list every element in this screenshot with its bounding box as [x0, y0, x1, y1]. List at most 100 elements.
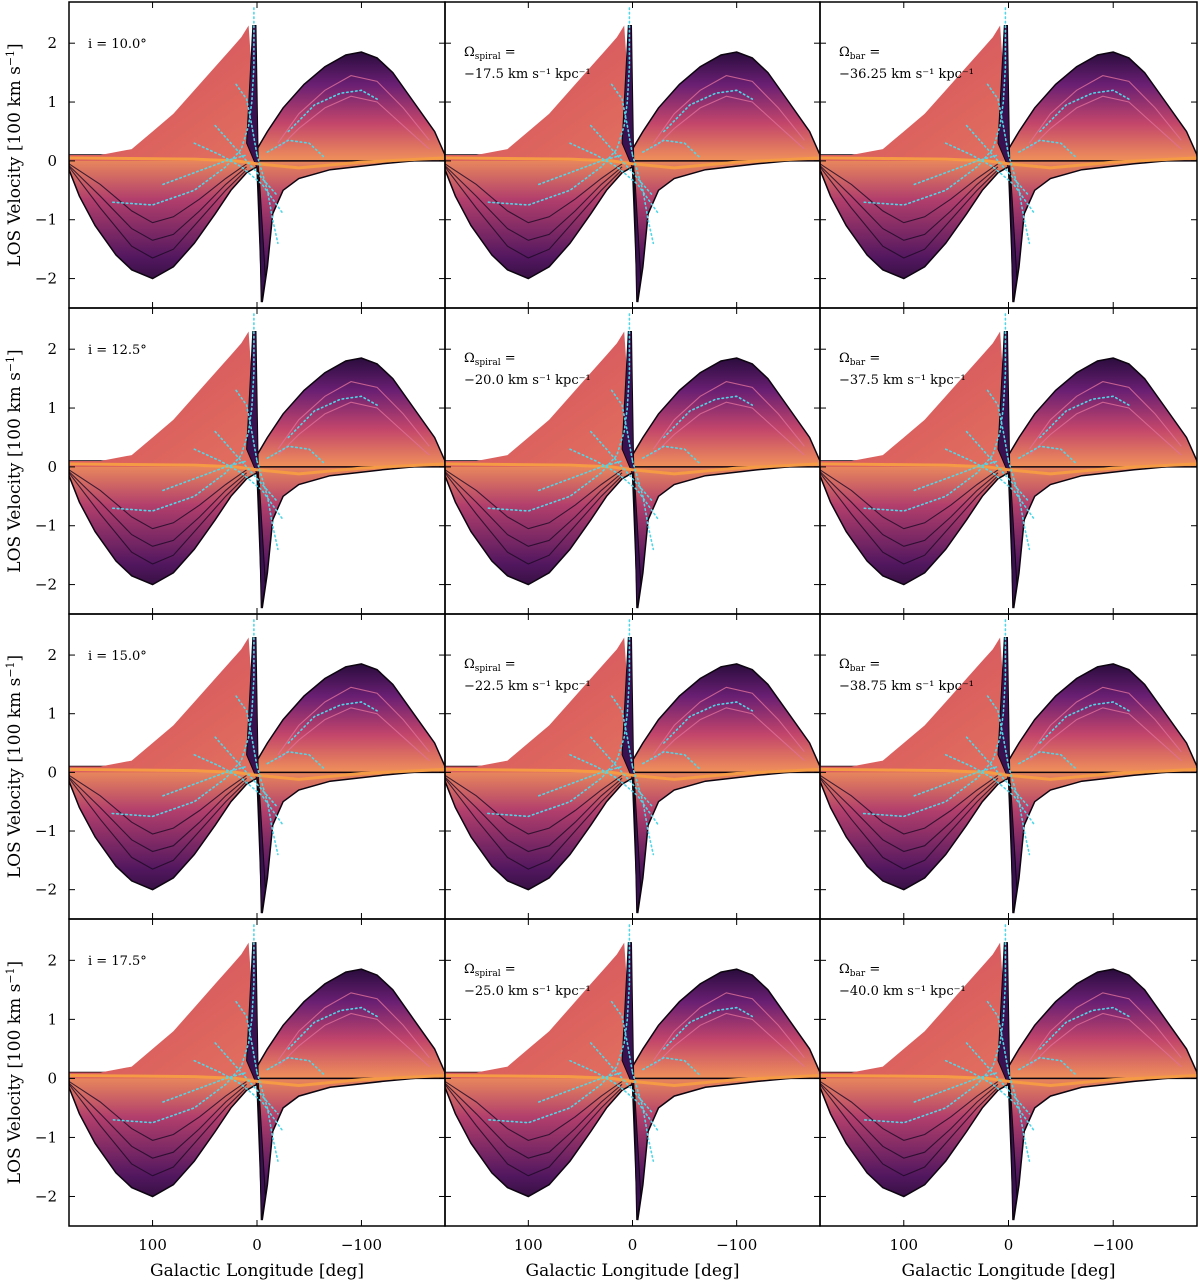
- density-upper-left: [69, 331, 257, 467]
- density-streak: [69, 163, 247, 224]
- panel-r4-c1: 2 1 0 −1 −2 100 0 −100 Galactic Longitude [deg] i…: [35, 918, 446, 1281]
- overlay-curve: [569, 448, 660, 521]
- overlay-curve: [256, 460, 279, 551]
- density-upper-right: [631, 663, 820, 774]
- overlay-curve: [1018, 445, 1078, 465]
- overlay-curve: [537, 154, 623, 186]
- y-axis-label: LOS Velocity [100 km s−1]: [4, 43, 25, 266]
- density-streak: [1029, 95, 1182, 150]
- y-tick-label: −1: [35, 517, 57, 535]
- overlay-curve: [913, 765, 999, 797]
- y-tick-label: 1: [47, 93, 57, 111]
- density-streak: [69, 774, 247, 835]
- density-upper-right: [631, 357, 820, 468]
- density-streak: [652, 381, 805, 450]
- density-streak: [652, 686, 805, 756]
- density-streak: [652, 401, 805, 456]
- overlay-curve: [266, 139, 326, 159]
- overlay-curve: [485, 313, 631, 512]
- density-lower: [445, 460, 820, 609]
- x-tick-label: −100: [341, 1236, 382, 1254]
- x-tick-label: 100: [138, 1236, 167, 1254]
- overlay-curve: [1007, 460, 1031, 551]
- density-ridge: [69, 156, 445, 170]
- y-axis-label: LOS Velocity [100 km s−1]: [4, 655, 25, 878]
- density-streak: [69, 472, 247, 565]
- inclination-label: i = 15.0°: [88, 649, 147, 664]
- density-streak: [652, 75, 805, 144]
- overlay-curve: [986, 83, 1010, 156]
- panel-r3-c2: Ωspiral = −22.5 km s⁻¹ kpc⁻¹: [444, 613, 821, 920]
- plot-area: [69, 313, 445, 609]
- overlay-curve: [214, 1042, 279, 1115]
- overlay-curve: [256, 765, 279, 856]
- density-upper-right: [1007, 968, 1197, 1080]
- panel-r4-c3: 100 0 −100 Galactic Longitude [deg] Ωbar = −4…: [819, 918, 1198, 1281]
- pattern-speed-value: −20.0 km s⁻¹ kpc⁻¹: [464, 373, 591, 388]
- density-ridge: [445, 462, 820, 476]
- density-streak: [445, 777, 623, 870]
- panel-r1-c3: Ωbar = −36.25 km s⁻¹ kpc⁻¹: [819, 1, 1198, 309]
- overlay-curve: [589, 1042, 655, 1115]
- overlay-curve: [610, 1000, 634, 1074]
- x-tick-label: 0: [252, 1236, 262, 1254]
- y-tick-label: 0: [47, 152, 57, 170]
- density-streak: [1028, 381, 1182, 450]
- overlay-curve: [537, 1071, 623, 1103]
- density-ridge: [445, 1074, 820, 1088]
- density-upper-right: [256, 51, 445, 162]
- overlay-curve: [631, 765, 655, 856]
- overlay-curve: [287, 395, 378, 439]
- overlay-curve: [235, 83, 258, 156]
- overlay-curve: [214, 736, 279, 809]
- overlay-curve: [965, 124, 1031, 197]
- density-ridge: [69, 1074, 445, 1088]
- density-streak: [652, 992, 805, 1062]
- density-lower: [820, 765, 1197, 914]
- overlay-curve: [610, 695, 634, 768]
- pattern-speed-name: Ωspiral =: [464, 657, 516, 674]
- density-streak: [820, 469, 999, 530]
- overlay-curve: [162, 1071, 248, 1103]
- overlay-curve: [861, 313, 1007, 512]
- density-lower: [445, 1071, 820, 1221]
- density-ridge: [69, 767, 445, 781]
- overlay-curve: [589, 430, 655, 504]
- overlay-curve: [485, 7, 631, 206]
- overlay-curve: [537, 460, 623, 492]
- overlay-curve: [537, 765, 623, 797]
- x-tick-label: 100: [514, 1236, 543, 1254]
- density-streak: [277, 381, 430, 450]
- overlay-curve: [162, 765, 248, 797]
- overlay-curve: [642, 1056, 702, 1077]
- y-tick-label: 2: [47, 951, 57, 969]
- density-streak: [445, 776, 623, 853]
- y-tick-label: 1: [47, 399, 57, 417]
- density-streak: [277, 75, 430, 144]
- y-tick-label: −1: [35, 822, 57, 840]
- y-tick-label: 2: [47, 340, 57, 358]
- overlay-curve: [235, 1000, 258, 1074]
- x-axis-label: Galactic Longitude [deg]: [901, 1261, 1115, 1281]
- overlay-curve: [193, 753, 284, 827]
- pattern-speed-value: −38.75 km s⁻¹ kpc⁻¹: [839, 679, 974, 694]
- panel-r1-c2: Ωspiral = −17.5 km s⁻¹ kpc⁻¹: [444, 1, 821, 309]
- density-upper-left: [69, 942, 257, 1079]
- density-upper-left: [445, 942, 633, 1079]
- density-streak: [69, 166, 247, 259]
- density-lower: [820, 154, 1197, 303]
- density-streak: [1028, 992, 1182, 1062]
- panel-r4-c2: 100 0 −100 Galactic Longitude [deg] Ωspiral …: [444, 918, 821, 1281]
- inclination-label: i = 10.0°: [88, 37, 147, 52]
- panel-r3-c1: 2 1 0 −1 −2 i = 15.0°: [35, 613, 446, 920]
- overlay-curve: [642, 139, 702, 159]
- overlay-curve: [1007, 154, 1031, 245]
- overlay-curve: [193, 1059, 284, 1133]
- overlay-curve: [214, 124, 279, 197]
- plot-area: [820, 619, 1197, 914]
- density-upper-right: [256, 357, 445, 468]
- density-upper-left: [820, 25, 1009, 161]
- density-streak: [652, 707, 805, 762]
- density-upper-right: [631, 968, 820, 1080]
